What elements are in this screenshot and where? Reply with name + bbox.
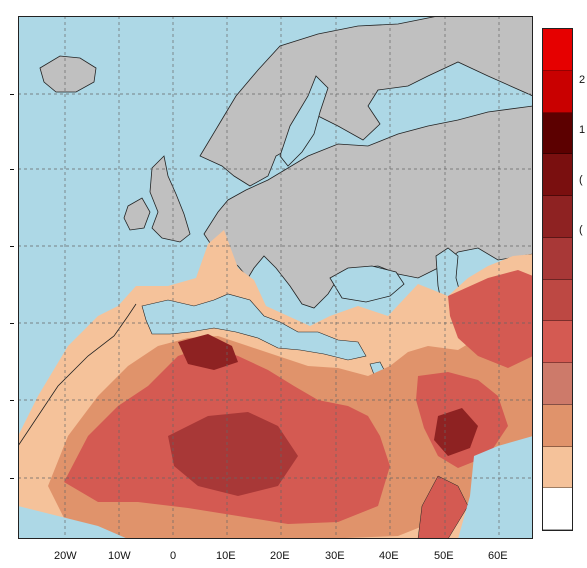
legend-label: 2: [579, 74, 586, 86]
lat-tick: [10, 246, 14, 247]
legend-swatch: [543, 446, 572, 489]
legend-label: (: [579, 174, 583, 186]
lon-label: 0: [170, 550, 177, 562]
baltic-sea: [279, 75, 329, 167]
legend-swatch: [543, 70, 572, 113]
legend-swatch: [543, 488, 572, 530]
map-border: [18, 16, 533, 539]
lon-label: 20W: [54, 550, 77, 562]
dust-core-algeria: [178, 334, 238, 370]
legend-swatch: [543, 154, 572, 196]
legend-swatch: [543, 29, 572, 71]
lat-tick: [10, 169, 14, 170]
dust-level-3-iran: [448, 270, 533, 368]
black-sea: [329, 265, 405, 303]
ireland: [123, 197, 151, 231]
lon-label: 40E: [379, 550, 399, 562]
legend-swatch: [543, 404, 572, 447]
graticule: [18, 16, 533, 539]
iceland: [39, 55, 97, 93]
lat-tick: [10, 323, 14, 324]
lat-tick: [10, 94, 14, 95]
legend-swatch: [543, 279, 572, 322]
lon-label: 50E: [434, 550, 454, 562]
arabian-sea: [458, 436, 533, 539]
africa-west-coast: [18, 303, 137, 447]
lon-label: 60E: [488, 550, 508, 562]
gulf-of-guinea: [18, 506, 128, 539]
legend-swatch: [543, 112, 572, 155]
great-britain: [149, 155, 191, 243]
legend-colorbar: [542, 28, 573, 531]
map-canvas: [18, 16, 533, 539]
dust-map: [18, 16, 533, 539]
lon-label: 10E: [216, 550, 236, 562]
dust-core-sahara: [168, 412, 298, 496]
legend-label: (: [579, 224, 583, 236]
legend-swatch: [543, 363, 572, 405]
lon-label: 30E: [325, 550, 345, 562]
legend-label: 1: [579, 124, 586, 136]
legend-swatch: [543, 237, 572, 280]
scandinavia: [199, 16, 533, 187]
legend-swatch: [543, 196, 572, 238]
legend-swatch: [543, 321, 572, 363]
lat-tick: [10, 400, 14, 401]
mediterranean-sea: [141, 293, 367, 361]
horn-of-africa: [417, 475, 469, 539]
lon-label: 10W: [108, 550, 131, 562]
lat-tick: [10, 478, 14, 479]
lon-label: 20E: [270, 550, 290, 562]
